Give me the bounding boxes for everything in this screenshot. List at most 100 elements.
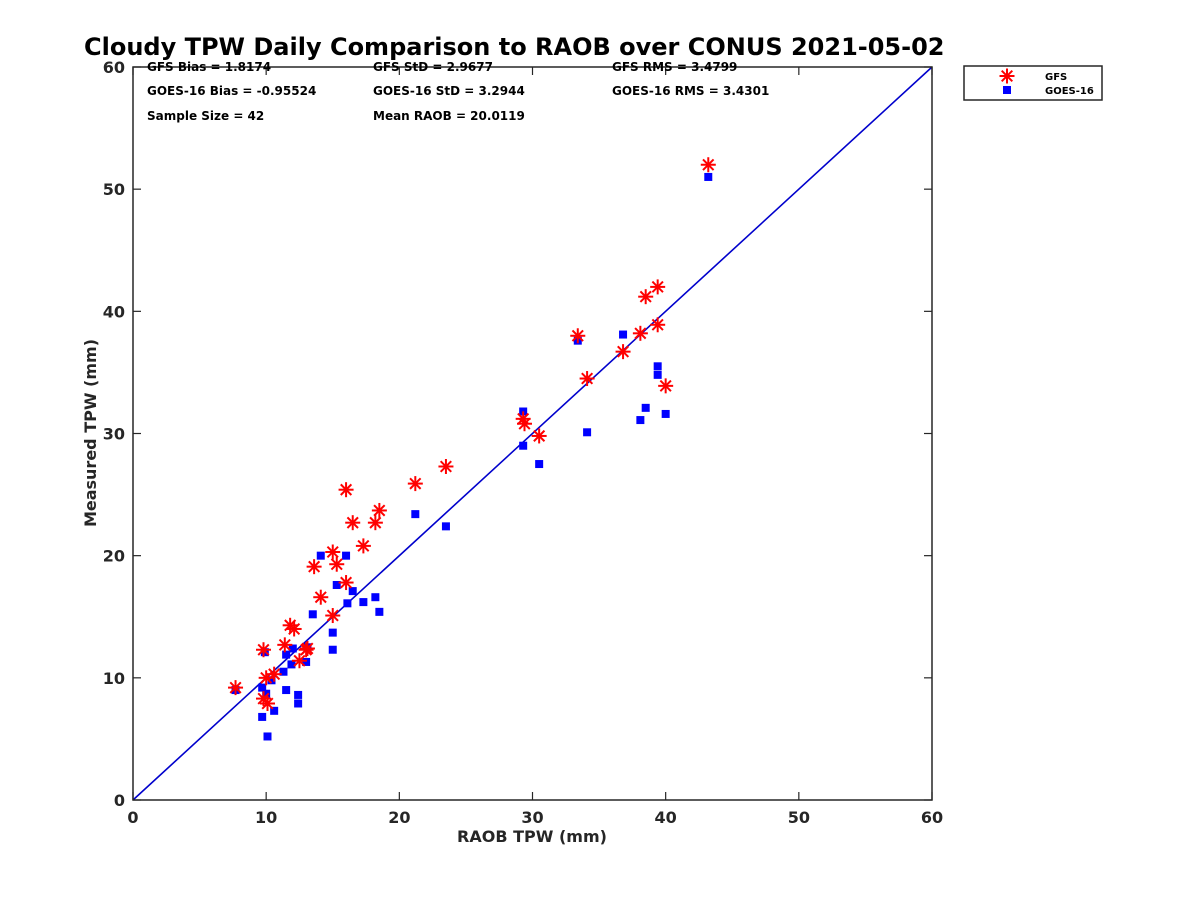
stat-annotation: GOES-16 RMS = 3.4301 [612,84,769,98]
stat-annotation: GFS Bias = 1.8174 [147,60,271,74]
point-gfs [325,608,341,624]
point-gfs [700,157,716,173]
point-goes-16 [328,645,337,654]
point-gfs [329,556,345,572]
point-gfs [638,289,654,305]
point-goes-16 [328,628,337,637]
point-gfs [407,476,423,492]
point-goes-16 [411,510,420,519]
legend: GFS GOES-16 [963,65,1103,101]
stat-annotation: GOES-16 StD = 3.2944 [373,84,525,98]
point-gfs [650,317,666,333]
point-goes-16 [262,689,271,698]
y-axis-label: Measured TPW (mm) [81,339,100,527]
x-tick-label: 50 [788,808,810,827]
point-gfs [266,666,282,682]
point-goes-16 [441,522,450,531]
y-tick-label: 60 [103,58,125,77]
point-gfs [579,371,595,387]
y-tick-label: 40 [103,302,125,321]
point-goes-16 [308,610,317,619]
point-goes-16 [348,587,357,596]
point-gfs [338,575,354,591]
point-goes-16 [342,551,351,560]
point-gfs [338,482,354,498]
point-goes-16 [371,593,380,602]
x-axis-label: RAOB TPW (mm) [457,827,607,846]
point-goes-16 [653,370,662,379]
x-tick-label: 20 [388,808,410,827]
x-tick-label: 40 [655,808,677,827]
point-goes-16 [282,650,291,659]
point-gfs [438,458,454,474]
legend-box [963,65,1103,101]
point-goes-16 [583,428,592,437]
point-gfs [531,428,547,444]
stat-annotation: Sample Size = 42 [147,109,264,123]
point-goes-16 [359,598,368,607]
stat-annotation: Mean RAOB = 20.0119 [373,109,525,123]
y-tick-label: 30 [103,425,125,444]
series-gfs [228,157,716,711]
point-goes-16 [263,732,272,741]
legend-marker-goes-16 [1003,86,1011,94]
point-gfs [517,416,533,432]
point-gfs [615,344,631,360]
axes: 0 10 20 30 40 50 60 0 10 20 30 40 50 60 [103,58,943,827]
point-gfs [291,653,307,669]
point-goes-16 [704,172,713,181]
statistics-annotations: GFS Bias = 1.8174 GFS StD = 2.9677 GFS RMS… [147,60,769,123]
point-goes-16 [375,607,384,616]
stat-annotation: GOES-16 Bias = -0.95524 [147,84,316,98]
point-gfs [313,589,329,605]
legend-label-gfs: GFS [1045,72,1067,83]
point-goes-16 [282,686,291,695]
point-gfs [325,544,341,560]
point-gfs [277,637,293,653]
y-tick-label: 50 [103,180,125,199]
point-goes-16 [332,580,341,589]
legend-label-goes-16: GOES-16 [1045,86,1094,97]
point-gfs [367,515,383,531]
point-gfs [228,680,244,696]
point-goes-16 [535,460,544,469]
point-goes-16 [287,660,296,669]
point-gfs [371,502,387,518]
stat-annotation: GFS StD = 2.9677 [373,60,493,74]
y-tick-label: 20 [103,547,125,566]
x-tick-label: 60 [921,808,943,827]
point-gfs [259,695,275,711]
point-gfs [355,538,371,554]
x-tick-label: 10 [255,808,277,827]
point-goes-16 [619,330,628,339]
point-goes-16 [302,657,311,666]
legend-marker-gfs [999,68,1015,84]
point-goes-16 [294,690,303,699]
x-tick-label: 0 [127,808,138,827]
data-points [228,157,716,741]
point-goes-16 [343,599,352,608]
point-goes-16 [636,416,645,425]
point-goes-16 [270,706,279,715]
point-goes-16 [653,362,662,371]
point-gfs [345,515,361,531]
point-gfs [650,279,666,295]
point-gfs [306,559,322,575]
stat-annotation: GFS RMS = 3.4799 [612,60,737,74]
point-goes-16 [661,409,670,418]
chart-title: Cloudy TPW Daily Comparison to RAOB over… [84,33,944,61]
point-gfs [299,641,315,657]
point-goes-16 [519,441,528,450]
point-goes-16 [258,712,267,721]
point-gfs [570,328,586,344]
y-tick-label: 0 [114,791,125,810]
point-goes-16 [316,551,325,560]
point-gfs [286,621,302,637]
point-goes-16 [294,699,303,708]
y-tick-label: 10 [103,669,125,688]
point-gfs [632,325,648,341]
point-goes-16 [258,683,267,692]
point-goes-16 [279,667,288,676]
point-goes-16 [288,644,297,653]
